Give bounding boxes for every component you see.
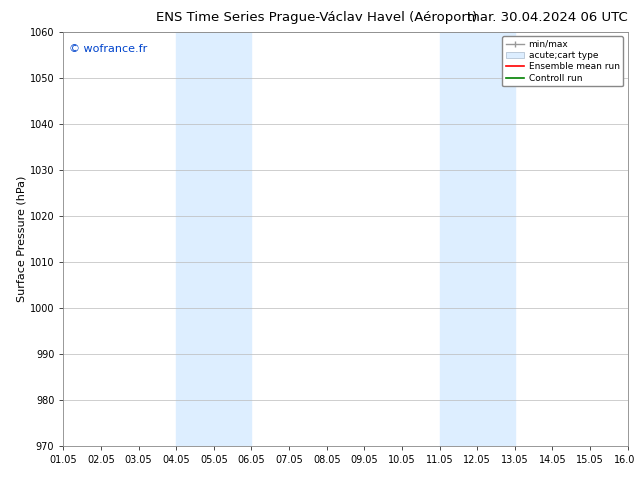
Legend: min/max, acute;cart type, Ensemble mean run, Controll run: min/max, acute;cart type, Ensemble mean … xyxy=(502,36,623,86)
Text: ENS Time Series Prague-Václav Havel (Aéroport): ENS Time Series Prague-Václav Havel (Aér… xyxy=(157,11,477,24)
Bar xyxy=(439,32,515,446)
Text: © wofrance.fr: © wofrance.fr xyxy=(69,44,147,54)
Text: mar. 30.04.2024 06 UTC: mar. 30.04.2024 06 UTC xyxy=(467,11,628,24)
Y-axis label: Surface Pressure (hPa): Surface Pressure (hPa) xyxy=(17,176,27,302)
Bar xyxy=(176,32,252,446)
